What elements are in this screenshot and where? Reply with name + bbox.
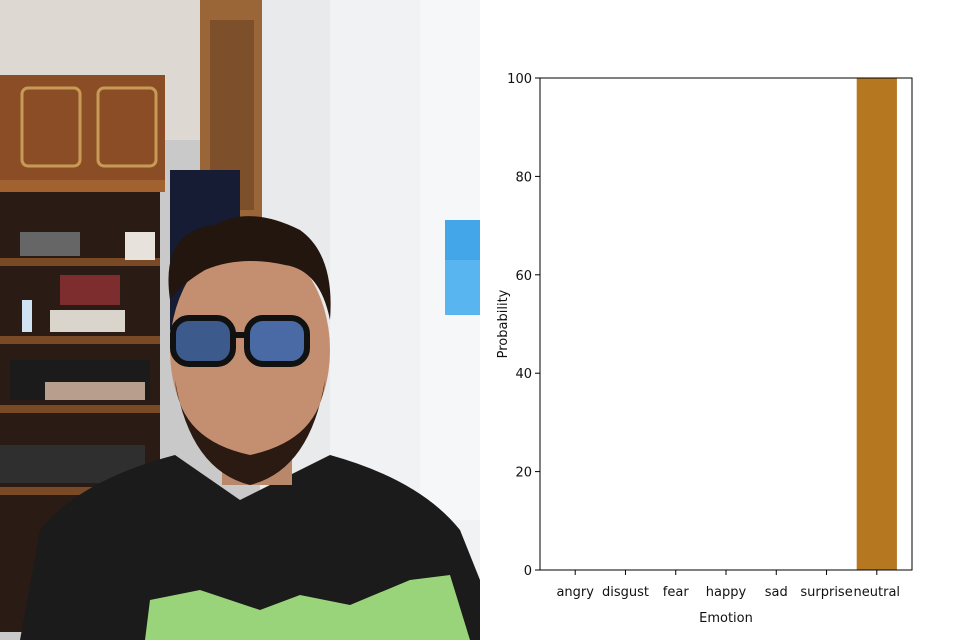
chart-svg: 0 20 40 60 80 100 angry disgust fear happy sad sur…	[496, 72, 913, 626]
x-tick-label: fear	[663, 585, 690, 600]
y-tick-label: 0	[524, 564, 532, 579]
x-tick-label: disgust	[602, 585, 649, 600]
x-tick-label: happy	[706, 585, 747, 600]
bars-layer	[856, 78, 897, 570]
x-axis-title: Emotion	[699, 611, 753, 626]
x-tick-label: surprise	[800, 585, 852, 600]
y-tick-label: 20	[515, 466, 532, 481]
x-axis: angry disgust fear happy sad surprise neutral	[556, 570, 900, 600]
x-tick-label: sad	[765, 585, 788, 600]
emotion-bar-chart: 0 20 40 60 80 100 angry disgust fear happy sad sur…	[480, 0, 960, 640]
plot-frame	[539, 77, 913, 571]
x-tick-label: neutral	[854, 585, 901, 600]
bar-neutral	[856, 78, 897, 570]
y-tick-label: 100	[507, 72, 532, 87]
webcam-photo-svg	[0, 0, 480, 640]
webcam-photo	[0, 0, 480, 640]
y-tick-label: 40	[515, 367, 532, 382]
y-tick-label: 80	[515, 170, 532, 185]
y-axis: 0 20 40 60 80 100	[507, 72, 540, 579]
x-tick-label: angry	[556, 585, 594, 600]
y-axis-title: Probability	[496, 289, 511, 358]
y-tick-label: 60	[515, 269, 532, 284]
